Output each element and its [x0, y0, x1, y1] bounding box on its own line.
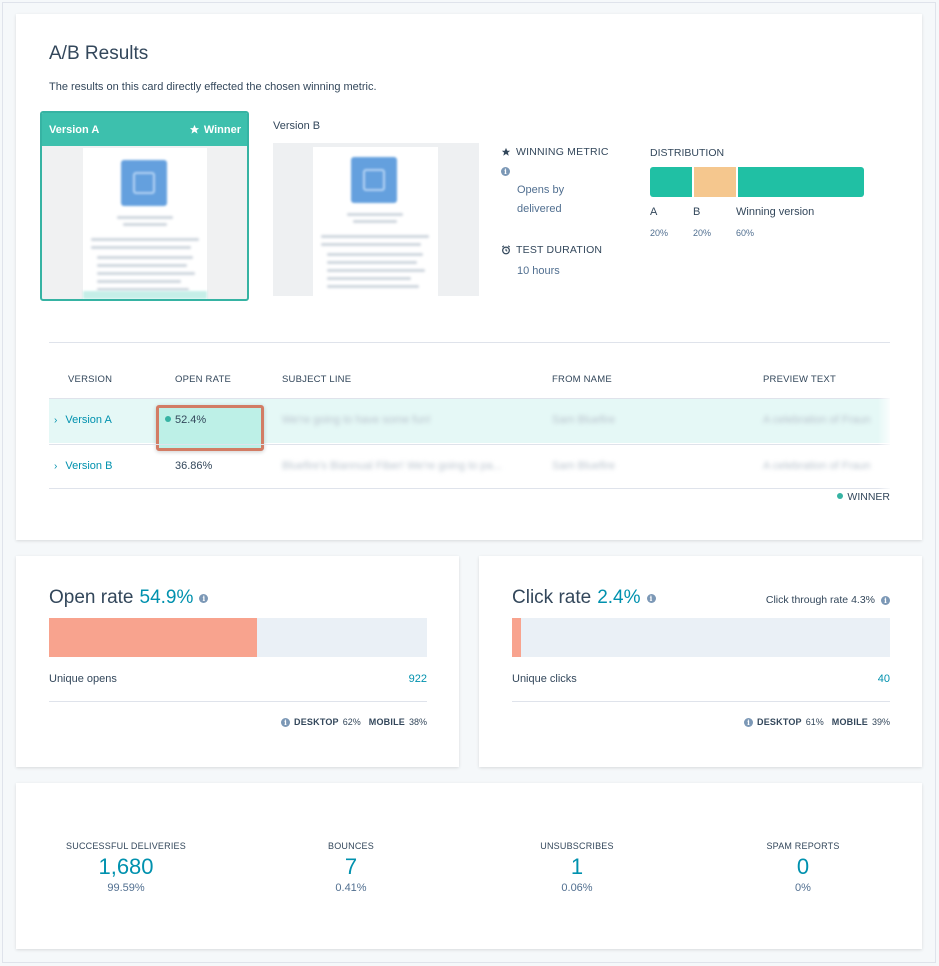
- click-rate-card: Click rate 2.4% i Click through rate 4.3%…: [479, 556, 922, 767]
- info-icon[interactable]: i: [281, 717, 291, 727]
- test-duration-heading: TEST DURATION: [516, 244, 603, 256]
- distribution-pct-winner: 60%: [736, 228, 755, 238]
- preview-text-cell: A celebration of Fraun: [763, 414, 871, 426]
- table-row[interactable]: › Version B 36.86% Bluefire's Biannual Fi…: [49, 444, 890, 489]
- test-duration: TEST DURATION 10 hours: [501, 244, 602, 281]
- col-header-version[interactable]: VERSION: [68, 374, 113, 385]
- version-b-preview[interactable]: [273, 143, 479, 296]
- open-rate-highlight: [156, 405, 264, 451]
- version-a-link[interactable]: › Version A: [54, 414, 112, 426]
- open-rate-card: Open rate 54.9% i Unique opens 922 i DESK…: [16, 556, 459, 767]
- distribution-bar: [650, 167, 864, 197]
- logo-image: [351, 157, 397, 203]
- version-a-header: Version A Winner: [42, 113, 247, 146]
- version-a-preview[interactable]: Version A Winner: [40, 111, 249, 301]
- unique-opens-label: Unique opens: [49, 673, 117, 685]
- open-rate-value: 54.9%: [139, 587, 194, 608]
- table-row[interactable]: › Version A 52.4% We're going to have som…: [49, 398, 890, 451]
- unique-clicks-value[interactable]: 40: [877, 673, 890, 685]
- col-header-open-rate[interactable]: OPEN RATE: [175, 374, 231, 385]
- unique-clicks-label: Unique clicks: [512, 673, 577, 685]
- stat-bounces: BOUNCES 7 0.41%: [328, 841, 374, 894]
- divider: [512, 701, 890, 702]
- click-rate-title: Click rate 2.4% i: [512, 587, 656, 609]
- email-thumbnail-a: [83, 148, 207, 299]
- divider: [49, 701, 427, 702]
- ab-results-card: A/B Results The results on this card dir…: [16, 14, 922, 540]
- unique-clicks-row: Unique clicks 40: [512, 673, 890, 685]
- open-rate-cell: 36.86%: [175, 460, 213, 472]
- subject-line-cell: We're going to have some fun!: [282, 414, 431, 426]
- unique-opens-row: Unique opens 922: [49, 673, 427, 685]
- version-b-link[interactable]: › Version B: [54, 460, 113, 472]
- winner-label: Winner: [203, 123, 241, 136]
- preview-text-cell: A celebration of Fraun: [763, 460, 871, 472]
- distribution-pct-a: 20%: [650, 228, 669, 238]
- desktop-value: 62%: [342, 717, 361, 727]
- stat-unsubscribes: UNSUBSCRIBES 1 0.06%: [540, 841, 614, 894]
- distribution-pct-b: 20%: [693, 228, 712, 238]
- star-icon: [189, 124, 199, 134]
- divider: [49, 342, 890, 343]
- open-rate-cell: 52.4%: [165, 414, 206, 426]
- from-name-cell: Sam Bluefire: [552, 414, 615, 426]
- table-scroll-fade: [878, 363, 892, 491]
- click-rate-value: 2.4%: [597, 587, 641, 608]
- mobile-label: MOBILE: [831, 717, 868, 727]
- col-header-preview-text[interactable]: PREVIEW TEXT: [763, 374, 836, 385]
- click-rate-bar: [512, 618, 890, 657]
- winner-tag: Winner: [189, 124, 241, 136]
- winner-dot-icon: [837, 493, 844, 499]
- test-duration-value: 10 hours: [517, 265, 560, 277]
- subject-line-cell: Bluefire's Biannual Fiber! We're going t…: [282, 460, 502, 472]
- distribution-heading: DISTRIBUTION: [650, 147, 725, 159]
- mobile-label: MOBILE: [368, 717, 405, 727]
- mobile-value: 39%: [871, 717, 890, 727]
- ab-results-title: A/B Results: [49, 43, 149, 64]
- winning-metric-heading: WINNING METRIC: [516, 146, 609, 158]
- chevron-right-icon: ›: [54, 461, 58, 472]
- distribution-label-a: A: [650, 206, 658, 218]
- winning-metric-value: Opens by delivered: [517, 184, 565, 215]
- distribution-segment-winner: [738, 167, 864, 197]
- email-thumbnail-b: [313, 147, 438, 296]
- distribution-segment-a: [650, 167, 692, 197]
- device-breakdown: i DESKTOP 61% MOBILE 39%: [744, 717, 890, 727]
- info-icon[interactable]: i: [501, 167, 510, 176]
- winner-legend: WINNER: [837, 491, 890, 503]
- desktop-value: 61%: [805, 717, 824, 727]
- stat-spam-reports: SPAM REPORTS 0 0%: [766, 841, 840, 894]
- info-icon[interactable]: i: [881, 595, 890, 605]
- info-icon[interactable]: i: [646, 593, 656, 603]
- desktop-label: DESKTOP: [294, 717, 339, 727]
- version-b-label: Version B: [273, 120, 321, 132]
- delivery-stats-card: SUCCESSFUL DELIVERIES 1,680 99.59% BOUNC…: [16, 783, 922, 949]
- desktop-label: DESKTOP: [757, 717, 802, 727]
- click-through-rate: Click through rate 4.3% i: [766, 594, 890, 606]
- col-header-subject-line[interactable]: SUBJECT LINE: [282, 374, 352, 385]
- distribution-label-winner: Winning version: [736, 206, 815, 218]
- from-name-cell: Sam Bluefire: [552, 460, 615, 472]
- stat-successful-deliveries: SUCCESSFUL DELIVERIES 1,680 99.59%: [66, 841, 186, 894]
- open-rate-bar: [49, 618, 427, 657]
- winning-metric: WINNING METRIC i Opens by delivered: [501, 146, 609, 219]
- click-rate-fill: [512, 618, 522, 657]
- version-a-label: Version A: [49, 123, 100, 136]
- chevron-right-icon: ›: [54, 415, 58, 426]
- logo-image: [121, 160, 167, 206]
- ab-results-subtitle: The results on this card directly effect…: [49, 81, 377, 93]
- alarm-clock-icon: [501, 245, 511, 255]
- distribution-label-b: B: [693, 206, 701, 218]
- unique-opens-value[interactable]: 922: [408, 673, 427, 685]
- winner-dot-icon: [165, 416, 171, 422]
- col-header-from-name[interactable]: FROM NAME: [552, 374, 612, 385]
- mobile-value: 38%: [408, 717, 427, 727]
- info-icon[interactable]: i: [199, 593, 209, 603]
- distribution-segment-b: [694, 167, 736, 197]
- star-icon: [501, 147, 511, 156]
- info-icon[interactable]: i: [744, 717, 754, 727]
- device-breakdown: i DESKTOP 62% MOBILE 38%: [281, 717, 427, 727]
- open-rate-fill: [49, 618, 257, 657]
- open-rate-title: Open rate 54.9% i: [49, 587, 209, 609]
